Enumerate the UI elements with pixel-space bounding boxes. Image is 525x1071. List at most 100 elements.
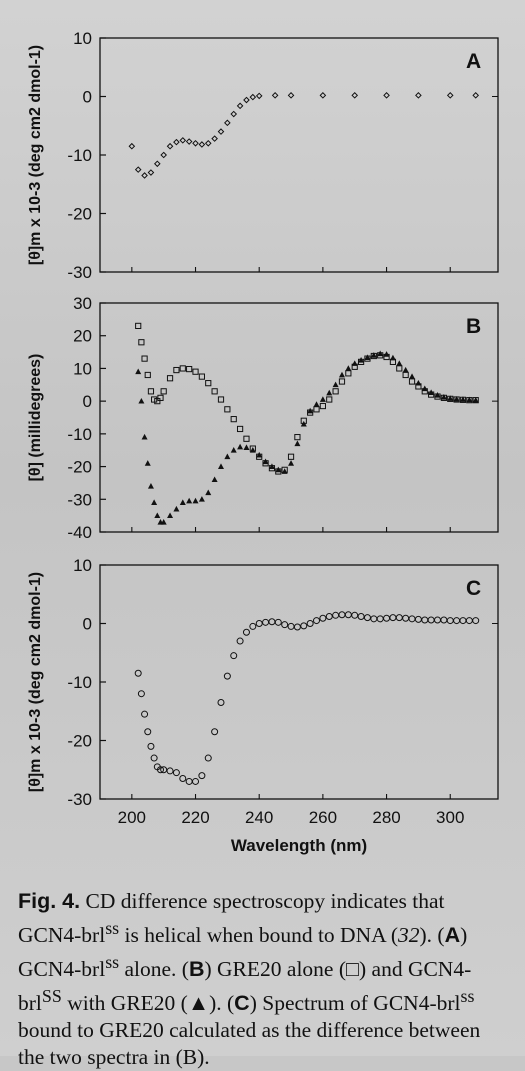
- panel-a-label: A: [466, 50, 481, 73]
- panel-b-point-triangle: [138, 397, 145, 404]
- panel-c-point: [370, 615, 378, 623]
- panel-b-point-square: [157, 394, 164, 401]
- panel-b-point-triangle: [358, 357, 365, 363]
- panel-c-point: [223, 672, 231, 680]
- panel-b-point-square: [205, 380, 212, 387]
- x-axis-title: Wavelength (nm): [231, 836, 367, 855]
- panel-c-point: [249, 622, 257, 630]
- panel-a-ytick-label: 0: [83, 88, 92, 107]
- panel-c-ytick-label: -10: [67, 673, 92, 692]
- panel-c-point: [293, 623, 301, 631]
- panel-b-point-square: [179, 365, 186, 372]
- caption-text-8: ) Spectrum of GCN4-brl: [249, 991, 461, 1016]
- caption-sup-2: ss: [105, 952, 120, 973]
- panel-b-point-triangle: [224, 453, 231, 460]
- panel-b-point-square: [186, 365, 193, 373]
- panel-c-point: [363, 614, 371, 622]
- panel-c-ytick-label: 0: [83, 615, 92, 634]
- caption-panel-a: A: [444, 923, 461, 948]
- caption-sup-3: SS: [41, 986, 62, 1007]
- panel-b-point-square: [332, 388, 339, 395]
- panel-c-ytick-label: 10: [73, 556, 92, 575]
- panel-a-point: [230, 110, 238, 118]
- panel-b-point-triangle: [396, 360, 403, 366]
- panel-c-point: [332, 611, 340, 619]
- panel-c-point: [440, 616, 448, 624]
- panel-c-point: [389, 614, 397, 622]
- panel-b-point-square: [224, 406, 231, 413]
- panel-a-point: [211, 135, 218, 142]
- panel-b-point-triangle: [351, 360, 358, 366]
- panel-b-point-triangle: [249, 447, 256, 453]
- panel-b-point-triangle: [211, 476, 218, 483]
- panel-a-ytick-label: -10: [67, 146, 92, 165]
- panel-b-point-square: [345, 370, 352, 377]
- panel-b-point-square: [338, 378, 346, 385]
- panel-b-point-triangle: [160, 518, 167, 525]
- panel-b-y-axis-title: [θ] (millidegrees): [27, 354, 44, 482]
- panel-b-point-triangle: [466, 396, 473, 403]
- panel-c-xtick-label: 220: [181, 808, 209, 827]
- panel-b-point-square: [147, 388, 155, 395]
- panel-c-ytick-label: -30: [67, 790, 92, 809]
- panel-a-point: [472, 92, 480, 99]
- panel-c-point: [150, 754, 158, 762]
- caption-sup-1: ss: [105, 918, 120, 938]
- panel-c-point: [408, 615, 416, 623]
- panel-c-point: [236, 637, 244, 645]
- panel-b-point-triangle: [151, 499, 158, 505]
- panel-b-point-triangle: [383, 351, 390, 357]
- panel-c-point: [465, 617, 473, 625]
- panel-b-point-triangle: [154, 512, 161, 519]
- panel-b-point-triangle: [421, 385, 428, 392]
- panel-b-point-square: [243, 435, 250, 442]
- panel-a-point: [147, 169, 155, 176]
- panel-b-point-square: [211, 388, 218, 395]
- panel-b-point-triangle: [300, 420, 307, 427]
- panel-b-point-triangle: [262, 458, 269, 465]
- panel-a-point: [179, 137, 187, 144]
- panel-c-point: [134, 669, 142, 677]
- panel-b-ytick-label: -20: [67, 458, 92, 477]
- panel-b-point-triangle: [307, 407, 314, 414]
- panel-b-point-triangle: [332, 381, 339, 388]
- panel-b-point-triangle: [281, 468, 288, 474]
- panel-a-ytick-label: -30: [67, 263, 92, 282]
- panel-a-y-axis-title: [θ]m x 10-3 (deg cm2 dmol-1): [27, 45, 44, 265]
- caption-ref: 32: [398, 923, 420, 948]
- panel-c-xtick-label: 200: [118, 808, 146, 827]
- panel-c-point: [185, 777, 193, 785]
- panel-b-point-triangle: [173, 505, 180, 512]
- panel-c-point: [351, 611, 359, 619]
- panel-b-ytick-label: 10: [73, 359, 92, 378]
- panel-c-point: [204, 754, 212, 762]
- panel-b-point-triangle: [472, 396, 479, 403]
- panel-b-point-triangle: [326, 389, 333, 396]
- panel-b-point-triangle: [167, 512, 174, 519]
- panel-b-point-square: [217, 396, 225, 403]
- figure-caption: Fig. 4. CD difference spectroscopy indic…: [18, 888, 508, 1071]
- panel-b-point-triangle: [447, 395, 454, 401]
- panel-b-point-square: [236, 425, 244, 433]
- panel-b-point-triangle: [256, 451, 263, 458]
- caption-text-7: with GRE20 (▲). (: [61, 991, 235, 1016]
- caption-text-3: ). (: [419, 923, 445, 948]
- panel-a-point: [173, 138, 180, 146]
- panel-c-point: [414, 615, 422, 623]
- panel-c-point: [255, 620, 263, 627]
- panel-b-point-triangle: [409, 373, 416, 380]
- panel-c-point: [287, 622, 295, 630]
- panel-b-point-square: [396, 365, 403, 372]
- panel-b-point-square: [144, 371, 151, 379]
- panel-a-point: [166, 142, 174, 150]
- panel-a-point: [192, 139, 199, 147]
- panel-b-point-triangle: [288, 460, 295, 466]
- panel-a-point: [351, 92, 359, 99]
- panel-c-xtick-label: 300: [436, 808, 464, 827]
- panel-c-point: [472, 617, 480, 625]
- panel-b-point-triangle: [459, 396, 466, 402]
- panel-b-point-triangle: [186, 497, 193, 504]
- panel-c-frame: [99, 564, 499, 800]
- panel-b-point-square: [408, 378, 416, 385]
